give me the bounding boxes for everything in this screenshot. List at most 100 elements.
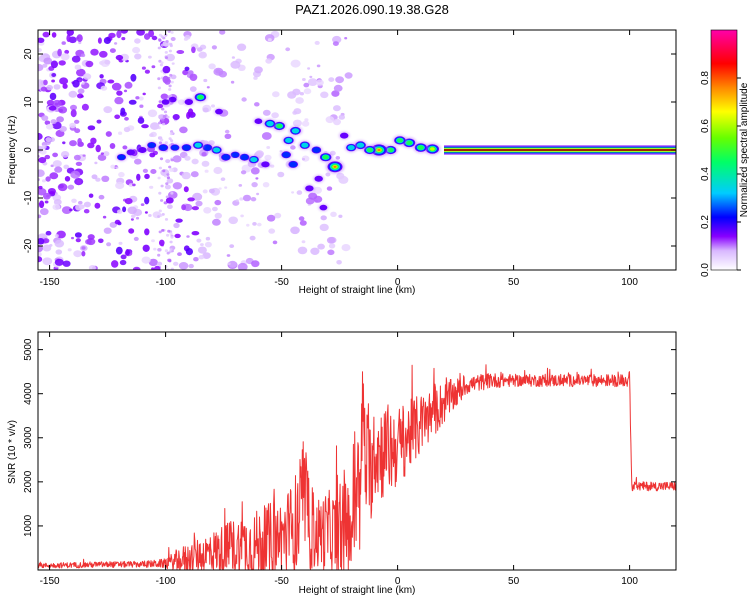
noise-speckle — [224, 133, 232, 139]
noise-speckle — [38, 79, 42, 82]
snr-y-axis-label: SNR (10 * v/v) — [7, 420, 18, 484]
noise-speckle — [172, 114, 180, 120]
noise-speckle — [164, 141, 168, 144]
noise-speckle — [292, 119, 302, 127]
noise-speckle — [164, 33, 168, 37]
noise-speckle — [91, 174, 98, 180]
noise-speckle — [262, 109, 271, 116]
spectral-blob — [276, 123, 283, 129]
noise-speckle — [71, 55, 81, 63]
snr-marks — [38, 364, 676, 570]
x-tick-label: 50 — [508, 576, 520, 587]
noise-speckle — [38, 256, 43, 263]
spectral-blob — [261, 161, 270, 168]
noise-speckle — [237, 262, 248, 270]
noise-speckle — [122, 206, 127, 213]
noise-speckle — [135, 216, 140, 220]
x-tick-label: -150 — [40, 277, 60, 288]
y-tick-label: -10 — [23, 190, 34, 205]
noise-speckle — [164, 42, 168, 46]
noise-speckle — [38, 145, 43, 153]
noise-speckle — [265, 58, 273, 64]
noise-speckle — [50, 164, 54, 168]
noise-speckle — [41, 115, 49, 121]
noise-speckle — [157, 176, 161, 180]
noise-speckle — [147, 109, 158, 118]
noise-speckle — [78, 79, 82, 83]
noise-speckle — [127, 206, 137, 215]
noise-speckle — [83, 73, 92, 80]
noise-speckle — [176, 50, 185, 54]
noise-speckle — [165, 182, 169, 186]
y-tick-label: 5000 — [23, 338, 34, 361]
noise-speckle — [134, 53, 142, 60]
spectral-blob — [312, 147, 321, 153]
noise-speckle — [335, 76, 344, 84]
noise-speckle — [52, 204, 61, 211]
noise-speckle — [88, 193, 94, 198]
noise-speckle — [38, 185, 43, 190]
noise-speckle — [144, 228, 150, 236]
noise-speckle — [122, 145, 128, 150]
noise-speckle — [142, 244, 150, 252]
noise-speckle — [170, 80, 174, 84]
noise-speckle — [266, 214, 276, 222]
noise-speckle — [317, 243, 325, 250]
spectral-blob — [301, 142, 309, 148]
noise-speckle — [255, 150, 264, 158]
noise-speckle — [120, 30, 128, 34]
spectral-blob — [231, 152, 239, 158]
noise-speckle — [208, 188, 215, 194]
noise-speckle — [274, 212, 282, 219]
noise-speckle — [158, 191, 162, 195]
noise-speckle — [238, 184, 243, 187]
spectrogram-y-ticks: -20 -10 0 10 20 — [23, 48, 676, 253]
noise-speckle — [266, 146, 271, 149]
noise-speckle — [149, 152, 156, 158]
noise-speckle — [158, 59, 162, 63]
noise-speckle — [285, 47, 291, 52]
noise-speckle — [148, 214, 152, 217]
spectral-blob — [396, 138, 403, 143]
noise-speckle — [49, 244, 53, 247]
noise-speckle — [142, 168, 148, 173]
spectrogram-marks — [115, 92, 676, 212]
noise-speckle — [188, 263, 194, 269]
noise-speckle — [166, 173, 170, 177]
noise-speckle — [109, 48, 116, 53]
noise-speckle — [299, 92, 304, 96]
noise-speckle — [86, 238, 96, 246]
noise-speckle — [331, 90, 340, 97]
noise-speckle — [184, 155, 191, 161]
noise-speckle — [191, 206, 199, 211]
noise-speckle — [195, 200, 203, 207]
spectrogram-x-axis-label: Height of straight line (km) — [299, 285, 416, 296]
noise-speckle — [90, 48, 99, 56]
noise-speckle — [228, 216, 238, 225]
noise-speckle — [241, 97, 247, 102]
noise-speckle — [95, 144, 101, 153]
noise-speckle — [249, 235, 256, 241]
noise-speckle — [38, 238, 45, 245]
spectrogram-noise-layer — [38, 30, 353, 270]
x-tick-label: -150 — [40, 576, 60, 587]
noise-speckle — [344, 72, 353, 79]
noise-speckle — [48, 105, 57, 111]
noise-speckle — [51, 32, 57, 38]
snr-x-ticks: -150 -100 -50 0 50 100 — [40, 332, 638, 587]
noise-speckle — [287, 91, 297, 99]
y-tick-label: 3000 — [23, 426, 34, 449]
colorbar-gradient — [711, 30, 737, 270]
noise-speckle — [184, 66, 190, 72]
noise-speckle — [341, 244, 351, 252]
noise-speckle — [44, 200, 49, 204]
noise-speckle — [196, 47, 203, 52]
noise-speckle — [38, 188, 47, 196]
spectral-blob — [366, 147, 373, 153]
noise-speckle — [132, 266, 141, 270]
noise-speckle — [95, 177, 101, 182]
noise-speckle — [45, 176, 51, 182]
spectral-blob — [168, 96, 177, 103]
noise-speckle — [103, 151, 110, 157]
x-tick-label: -100 — [156, 277, 176, 288]
